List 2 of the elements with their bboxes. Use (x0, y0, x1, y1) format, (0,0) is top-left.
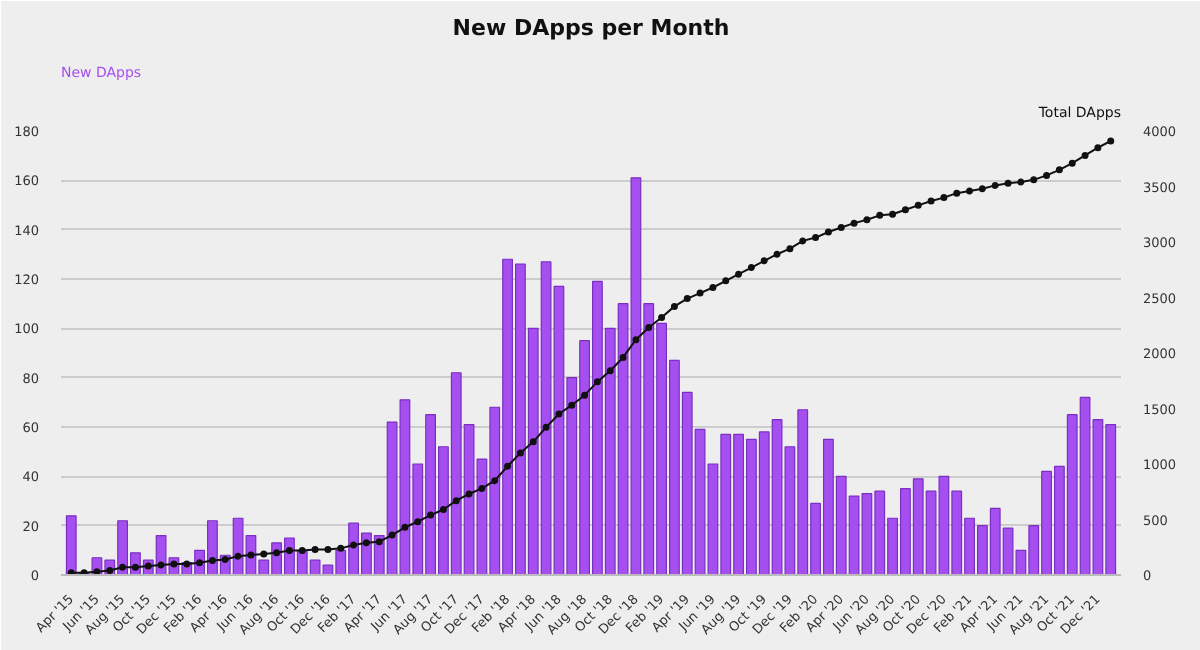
chart-title: New DApps per Month (452, 15, 730, 41)
bar (65, 515, 77, 575)
